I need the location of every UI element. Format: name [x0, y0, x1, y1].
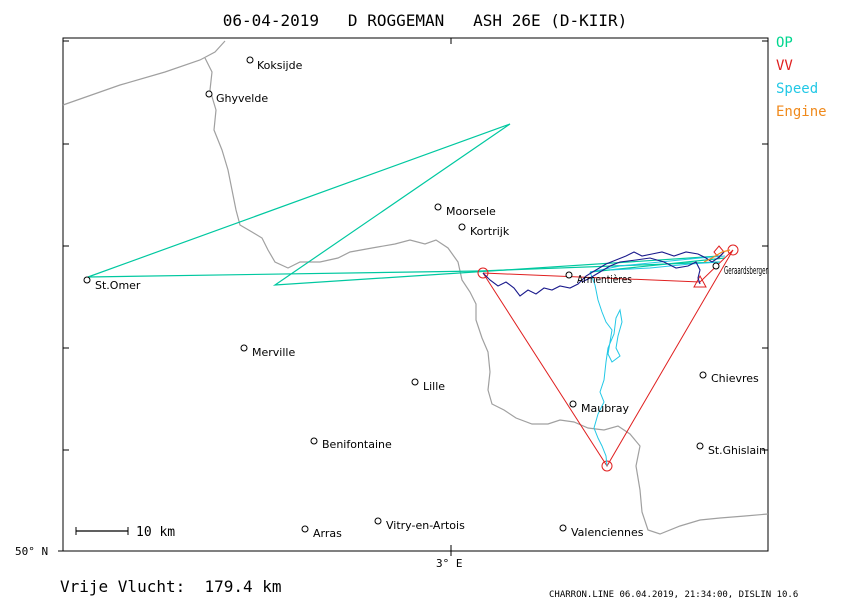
map-frame	[62, 37, 769, 552]
town-label: Lille	[423, 380, 445, 393]
town-label: Moorsele	[446, 205, 496, 218]
footer-credit: CHARRON.LINE 06.04.2019, 21:34:00, DISLI…	[549, 590, 798, 600]
town-label: Merville	[252, 346, 295, 359]
town-marker	[301, 525, 309, 533]
town-marker	[411, 378, 419, 386]
town-marker	[712, 262, 720, 270]
country-borders	[62, 40, 769, 535]
town-marker	[458, 223, 466, 231]
town-markers	[83, 56, 720, 533]
town-label: Geraardsbergen	[724, 264, 769, 277]
longitude-label: 3° E	[436, 557, 463, 570]
town-label: Kortrijk	[470, 225, 510, 238]
frame-ticks	[58, 38, 768, 556]
town-label: Armentières	[577, 273, 632, 286]
scale-bar: 10 km	[75, 525, 175, 540]
town-marker	[246, 56, 254, 64]
town-label: Maubray	[581, 402, 629, 415]
town-marker	[374, 517, 382, 525]
town-marker	[434, 203, 442, 211]
town-marker	[559, 524, 567, 532]
engine-track	[703, 249, 731, 263]
town-label: Valenciennes	[571, 526, 644, 539]
town-marker	[310, 437, 318, 445]
town-marker	[565, 271, 573, 279]
scale-label: 10 km	[136, 525, 175, 540]
town-label: Chievres	[711, 372, 759, 385]
town-label: Koksijde	[257, 59, 303, 72]
town-marker	[696, 442, 704, 450]
map-title: 06-04-2019 D ROGGEMAN ASH 26E (D-KIIR)	[223, 11, 628, 30]
distance-label: Vrije Vlucht: 179.4 km	[60, 577, 282, 596]
town-marker	[699, 371, 707, 379]
town-label: Benifontaine	[322, 438, 392, 451]
legend-vv: VV	[776, 58, 793, 74]
legend-speed: Speed	[776, 81, 818, 97]
town-label: St.Omer	[95, 279, 141, 292]
op-track	[87, 123, 726, 286]
town-marker	[240, 344, 248, 352]
flight-track	[482, 251, 725, 297]
legend: OP VV Speed Engine	[776, 35, 827, 120]
town-label: Ghyvelde	[216, 92, 268, 105]
town-label: Vitry-en-Artois	[386, 519, 465, 532]
town-label: St.Ghislain	[708, 444, 766, 457]
town-marker	[83, 276, 91, 284]
speed-track	[589, 255, 726, 467]
town-marker	[205, 90, 213, 98]
legend-op: OP	[776, 35, 793, 51]
latitude-label: 50° N	[15, 545, 48, 558]
town-label: Arras	[313, 527, 342, 540]
town-marker	[569, 400, 577, 408]
town-labels: Koksijde Ghyvelde Moorsele Kortrijk St.O…	[95, 59, 769, 540]
legend-engine: Engine	[776, 104, 827, 120]
